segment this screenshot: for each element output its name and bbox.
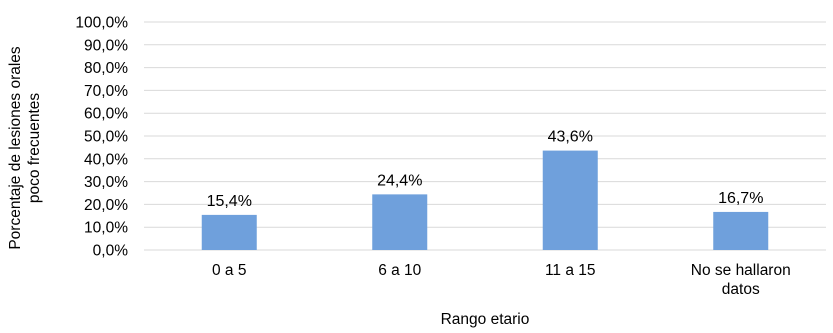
y-tick-label: 100,0% <box>75 15 128 32</box>
bar <box>542 150 598 250</box>
y-tick-label: 30,0% <box>84 174 128 191</box>
gridlines <box>144 21 826 251</box>
bar <box>713 211 769 250</box>
x-axis-title: Rango etario <box>441 311 530 328</box>
y-tick-label: 0,0% <box>93 243 129 260</box>
y-tick-label: 60,0% <box>84 106 128 123</box>
data-labels: 15,4% 24,4% 43,6% 16,7% <box>207 129 764 210</box>
y-tick-label: 70,0% <box>84 83 128 100</box>
y-axis-title-line: Porcentaje de lesiones orales <box>7 46 24 250</box>
y-tick-label: 40,0% <box>84 151 128 168</box>
bars <box>201 150 769 250</box>
x-category-label: 11 a 15 <box>545 262 596 279</box>
y-tick-label: 50,0% <box>84 129 128 146</box>
y-axis-ticks: 0,0% 10,0% 20,0% 30,0% 40,0% 50,0% 60,0% 70,0% 8… <box>75 15 128 260</box>
x-category-label: 0 a 5 <box>212 262 246 279</box>
bar-value-label: 24,4% <box>377 172 422 189</box>
bar-value-label: 16,7% <box>718 190 763 207</box>
y-tick-label: 90,0% <box>84 37 128 54</box>
bar <box>372 194 428 250</box>
bar <box>201 214 257 250</box>
x-category-label: 6 a 10 <box>378 262 421 279</box>
x-category-label: No se hallaron <box>691 262 791 279</box>
y-tick-label: 20,0% <box>84 197 128 214</box>
y-axis-title-line: poco frecuentes <box>26 93 43 204</box>
y-tick-label: 10,0% <box>84 220 128 237</box>
x-category-label: datos <box>722 281 760 298</box>
y-tick-label: 80,0% <box>84 60 128 77</box>
y-axis-title: Porcentaje de lesiones orales poco frecue… <box>7 46 43 250</box>
x-axis-categories: 0 a 5 6 a 10 11 a 15 No se hallaron datos <box>212 262 791 298</box>
bar-value-label: 15,4% <box>207 193 252 210</box>
bar-value-label: 43,6% <box>548 129 593 146</box>
